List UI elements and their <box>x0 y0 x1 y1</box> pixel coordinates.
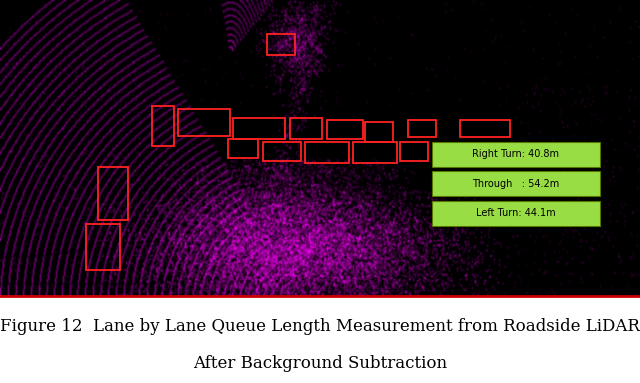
Text: After Background Subtraction: After Background Subtraction <box>193 355 447 372</box>
Bar <box>290 118 322 139</box>
FancyBboxPatch shape <box>432 201 600 226</box>
Bar <box>86 224 120 270</box>
Bar <box>305 141 349 163</box>
Bar <box>365 123 393 141</box>
FancyBboxPatch shape <box>432 141 600 167</box>
Text: Through   : 54.2m: Through : 54.2m <box>472 179 559 189</box>
Bar <box>327 120 363 139</box>
Bar <box>400 141 428 160</box>
Bar <box>408 120 436 137</box>
Bar <box>98 167 128 219</box>
Bar <box>263 141 301 160</box>
Text: Right Turn: 40.8m: Right Turn: 40.8m <box>472 149 559 159</box>
Bar <box>353 141 397 163</box>
Bar <box>178 109 230 136</box>
Text: Figure 12  Lane by Lane Queue Length Measurement from Roadside LiDAR: Figure 12 Lane by Lane Queue Length Meas… <box>0 318 640 335</box>
Bar <box>267 34 295 55</box>
Bar <box>233 118 285 139</box>
Bar <box>460 120 510 137</box>
Bar <box>228 139 258 159</box>
FancyBboxPatch shape <box>432 171 600 196</box>
Text: Left Turn: 44.1m: Left Turn: 44.1m <box>476 208 556 218</box>
Bar <box>152 106 174 146</box>
